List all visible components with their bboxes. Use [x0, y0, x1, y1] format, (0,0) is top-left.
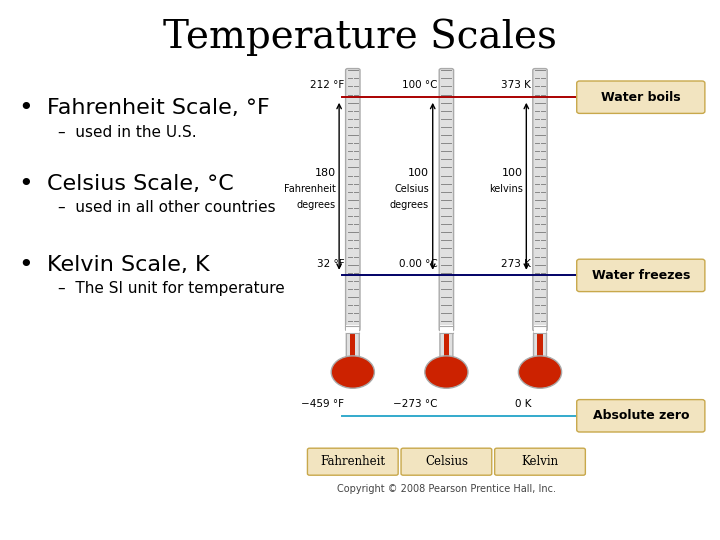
Bar	[537, 334, 543, 375]
Circle shape	[331, 356, 374, 388]
Text: •: •	[18, 172, 32, 195]
Text: Kelvin Scale, K: Kelvin Scale, K	[47, 254, 210, 275]
Text: Celsius: Celsius	[425, 455, 468, 468]
FancyBboxPatch shape	[401, 448, 492, 475]
Text: –  used in the U.S.: – used in the U.S.	[58, 125, 197, 140]
Text: Copyright © 2008 Pearson Prentice Hall, Inc.: Copyright © 2008 Pearson Prentice Hall, …	[337, 484, 556, 494]
FancyBboxPatch shape	[533, 69, 547, 331]
Text: Fahrenheit: Fahrenheit	[320, 455, 385, 468]
FancyBboxPatch shape	[439, 69, 454, 331]
FancyBboxPatch shape	[346, 69, 360, 331]
Text: 212 °F: 212 °F	[310, 80, 344, 90]
Text: 100: 100	[502, 168, 523, 178]
Text: •: •	[18, 96, 32, 120]
Text: 0.00 °C: 0.00 °C	[399, 259, 438, 268]
FancyBboxPatch shape	[577, 400, 705, 432]
Text: degrees: degrees	[297, 200, 336, 210]
FancyBboxPatch shape	[534, 333, 546, 384]
Text: Fahrenheit Scale, °F: Fahrenheit Scale, °F	[47, 98, 269, 118]
Bar	[440, 325, 453, 334]
Text: degrees: degrees	[390, 200, 429, 210]
Text: 180: 180	[315, 168, 336, 178]
Text: Water boils: Water boils	[601, 91, 680, 104]
Text: •: •	[18, 253, 32, 276]
FancyBboxPatch shape	[307, 448, 398, 475]
Text: Water freezes: Water freezes	[592, 269, 690, 282]
Circle shape	[425, 356, 468, 388]
Text: kelvins: kelvins	[489, 184, 523, 194]
Text: Temperature Scales: Temperature Scales	[163, 19, 557, 56]
FancyBboxPatch shape	[577, 81, 705, 113]
Text: −273 °C: −273 °C	[393, 399, 438, 409]
FancyBboxPatch shape	[577, 259, 705, 292]
Text: –  used in all other countries: – used in all other countries	[58, 200, 275, 215]
FancyBboxPatch shape	[346, 333, 359, 384]
Text: Fahrenheit: Fahrenheit	[284, 184, 336, 194]
FancyBboxPatch shape	[495, 448, 585, 475]
Text: Celsius: Celsius	[395, 184, 429, 194]
Text: 373 K: 373 K	[502, 80, 531, 90]
Circle shape	[518, 356, 562, 388]
Text: –  The SI unit for temperature: – The SI unit for temperature	[58, 281, 284, 296]
Text: 100 °C: 100 °C	[402, 80, 438, 90]
Text: 0 K: 0 K	[515, 399, 531, 409]
Text: Celsius Scale, °C: Celsius Scale, °C	[47, 173, 233, 194]
Text: Absolute zero: Absolute zero	[593, 409, 689, 422]
FancyBboxPatch shape	[440, 333, 453, 384]
Text: Kelvin: Kelvin	[521, 455, 559, 468]
Text: −459 °F: −459 °F	[301, 399, 344, 409]
Bar	[534, 325, 546, 334]
Text: 273 K: 273 K	[502, 259, 531, 268]
Bar	[346, 325, 359, 334]
Text: 32 °F: 32 °F	[317, 259, 344, 268]
Bar	[350, 334, 356, 375]
Bar	[444, 334, 449, 375]
Text: 100: 100	[408, 168, 429, 178]
